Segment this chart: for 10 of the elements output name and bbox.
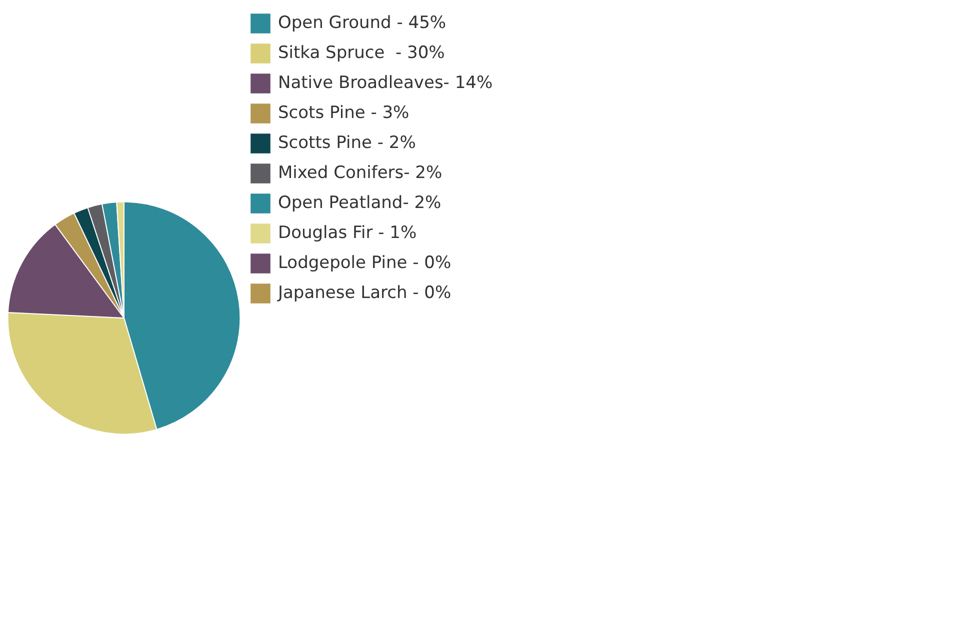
legend-label: Native Broadleaves- 14%: [278, 73, 493, 93]
legend-label: Scots Pine - 3%: [278, 103, 410, 123]
legend-label: Open Peatland- 2%: [278, 193, 442, 213]
legend-label: Mixed Conifers- 2%: [278, 163, 442, 183]
legend-label: Lodgepole Pine - 0%: [278, 253, 452, 273]
legend-label: Douglas Fir - 1%: [278, 223, 417, 243]
legend-label: Sitka Spruce - 30%: [278, 43, 445, 63]
legend-label: Scotts Pine - 2%: [278, 133, 416, 153]
legend-label: Japanese Larch - 0%: [278, 283, 452, 303]
legend-label: Open Ground - 45%: [278, 13, 446, 33]
